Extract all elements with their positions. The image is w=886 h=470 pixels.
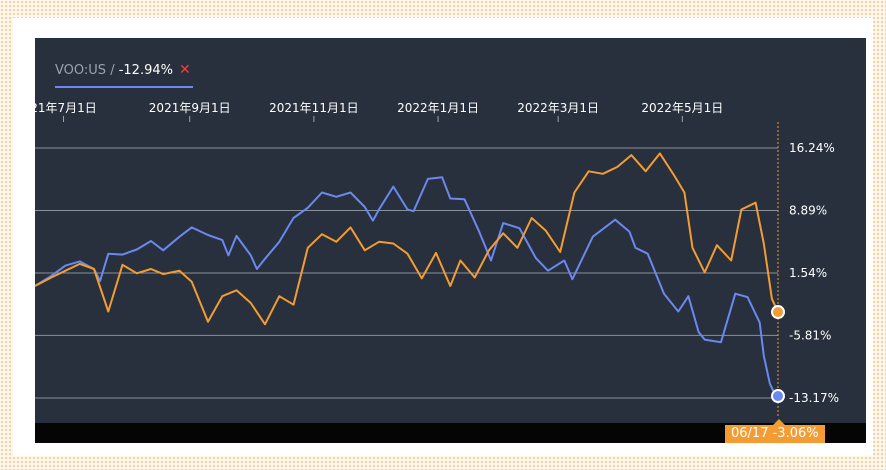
- y-tick-label: 8.89%: [789, 203, 827, 217]
- x-axis-footer: [35, 423, 866, 443]
- x-tick-label: 2022年3月1日: [517, 101, 599, 115]
- legend-change: -12.94%: [118, 63, 173, 78]
- x-tick-label: 21年7月1日: [30, 101, 97, 115]
- end-marker-comparison: [771, 305, 785, 320]
- y-axis-ticks: 16.24% 8.89% 1.54% -5.81% -13.17%: [789, 141, 839, 405]
- y-tick-label: 16.24%: [789, 141, 835, 155]
- compare-legend-chip[interactable]: VOO:US / -12.94% ✕: [55, 60, 193, 88]
- y-tick-label: -5.81%: [789, 328, 831, 342]
- cursor-readout: 06/17 -3.06%: [725, 419, 825, 443]
- close-icon[interactable]: ✕: [178, 62, 191, 78]
- series-lines: [34, 152, 779, 398]
- end-markers: [771, 305, 785, 404]
- x-tick-label: 2021年9月1日: [149, 101, 231, 115]
- series-line-comparison: [34, 152, 779, 326]
- x-axis-ticks: 21年7月1日 2021年9月1日 2021年11月1日 2022年1月1日 2022年…: [30, 101, 723, 122]
- series-line-voo: [34, 176, 779, 398]
- y-tick-label: 1.54%: [789, 266, 827, 280]
- cursor-value: -3.06%: [772, 426, 819, 441]
- legend-separator: /: [106, 63, 119, 78]
- y-tick-label: -13.17%: [789, 391, 839, 405]
- legend-ticker: VOO:US: [55, 63, 107, 78]
- cursor-arrow-icon: [773, 419, 785, 425]
- x-tick-label: 2022年5月1日: [641, 101, 723, 115]
- x-tick-label: 2021年11月1日: [269, 101, 358, 115]
- end-marker-voo: [771, 389, 785, 404]
- x-tick-label: 2022年1月1日: [397, 101, 479, 115]
- cursor-date: 06/17: [731, 426, 769, 441]
